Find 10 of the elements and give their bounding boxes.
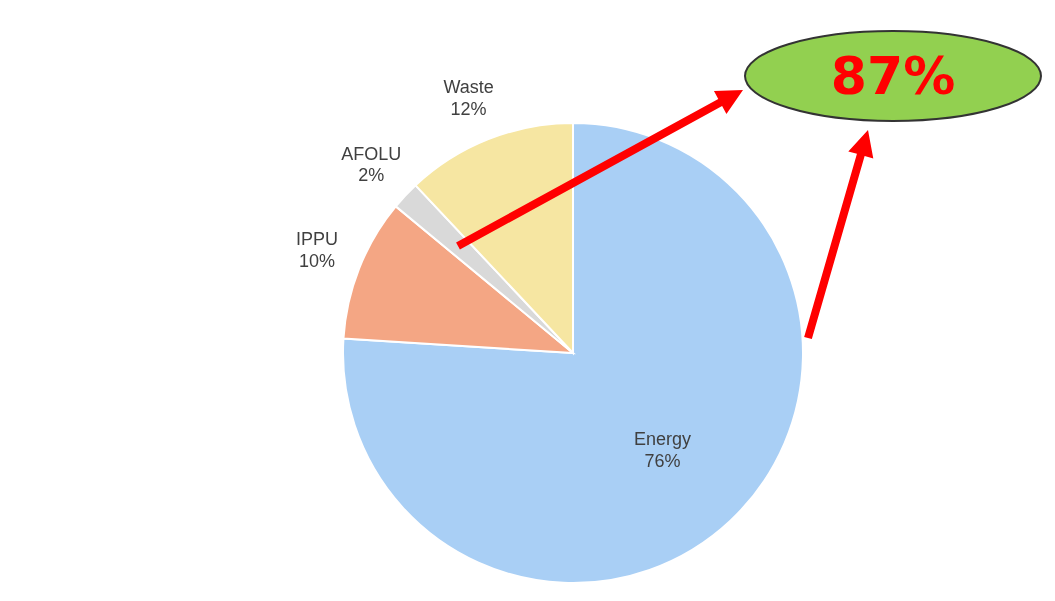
slice-label: Energy — [633, 429, 691, 449]
slice-label: IPPU — [295, 229, 338, 250]
pie-slice — [342, 122, 804, 584]
data-label: 76% — [644, 450, 681, 471]
data-label: 10% — [298, 250, 335, 271]
text: 87% — [830, 46, 956, 106]
data-label: 12% — [450, 98, 487, 119]
slice-label: Waste — [443, 77, 494, 98]
data-label: 2% — [358, 165, 385, 186]
slice-label: AFOLU — [341, 143, 402, 164]
